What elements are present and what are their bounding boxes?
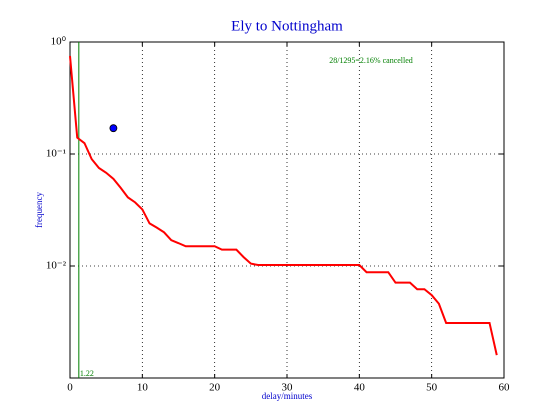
x-tick-label: 20 [209,382,221,394]
x-tick-label: 50 [426,382,438,394]
y-tick-label: 10⁻² [46,260,67,272]
y-tick-label: 10⁰ [51,36,67,48]
x-tick-label: 60 [499,382,511,394]
data-point [109,124,118,133]
x-tick-label: 10 [137,382,149,394]
reference-label: 1.22 [80,369,94,378]
plot-frame [69,41,505,379]
x-axis-label: delay/minutes [262,391,313,401]
data-line [69,55,498,356]
y-axis-label: frequency [34,192,44,228]
x-tick-label: 40 [354,382,366,394]
x-tick-label: 30 [282,382,294,394]
annotation: 28/1295=2.16% cancelled [329,56,413,65]
chart-title: Ely to Nottingham [231,18,343,34]
y-tick-label: 10⁻¹ [46,148,66,160]
x-tick-label: 0 [67,382,73,394]
